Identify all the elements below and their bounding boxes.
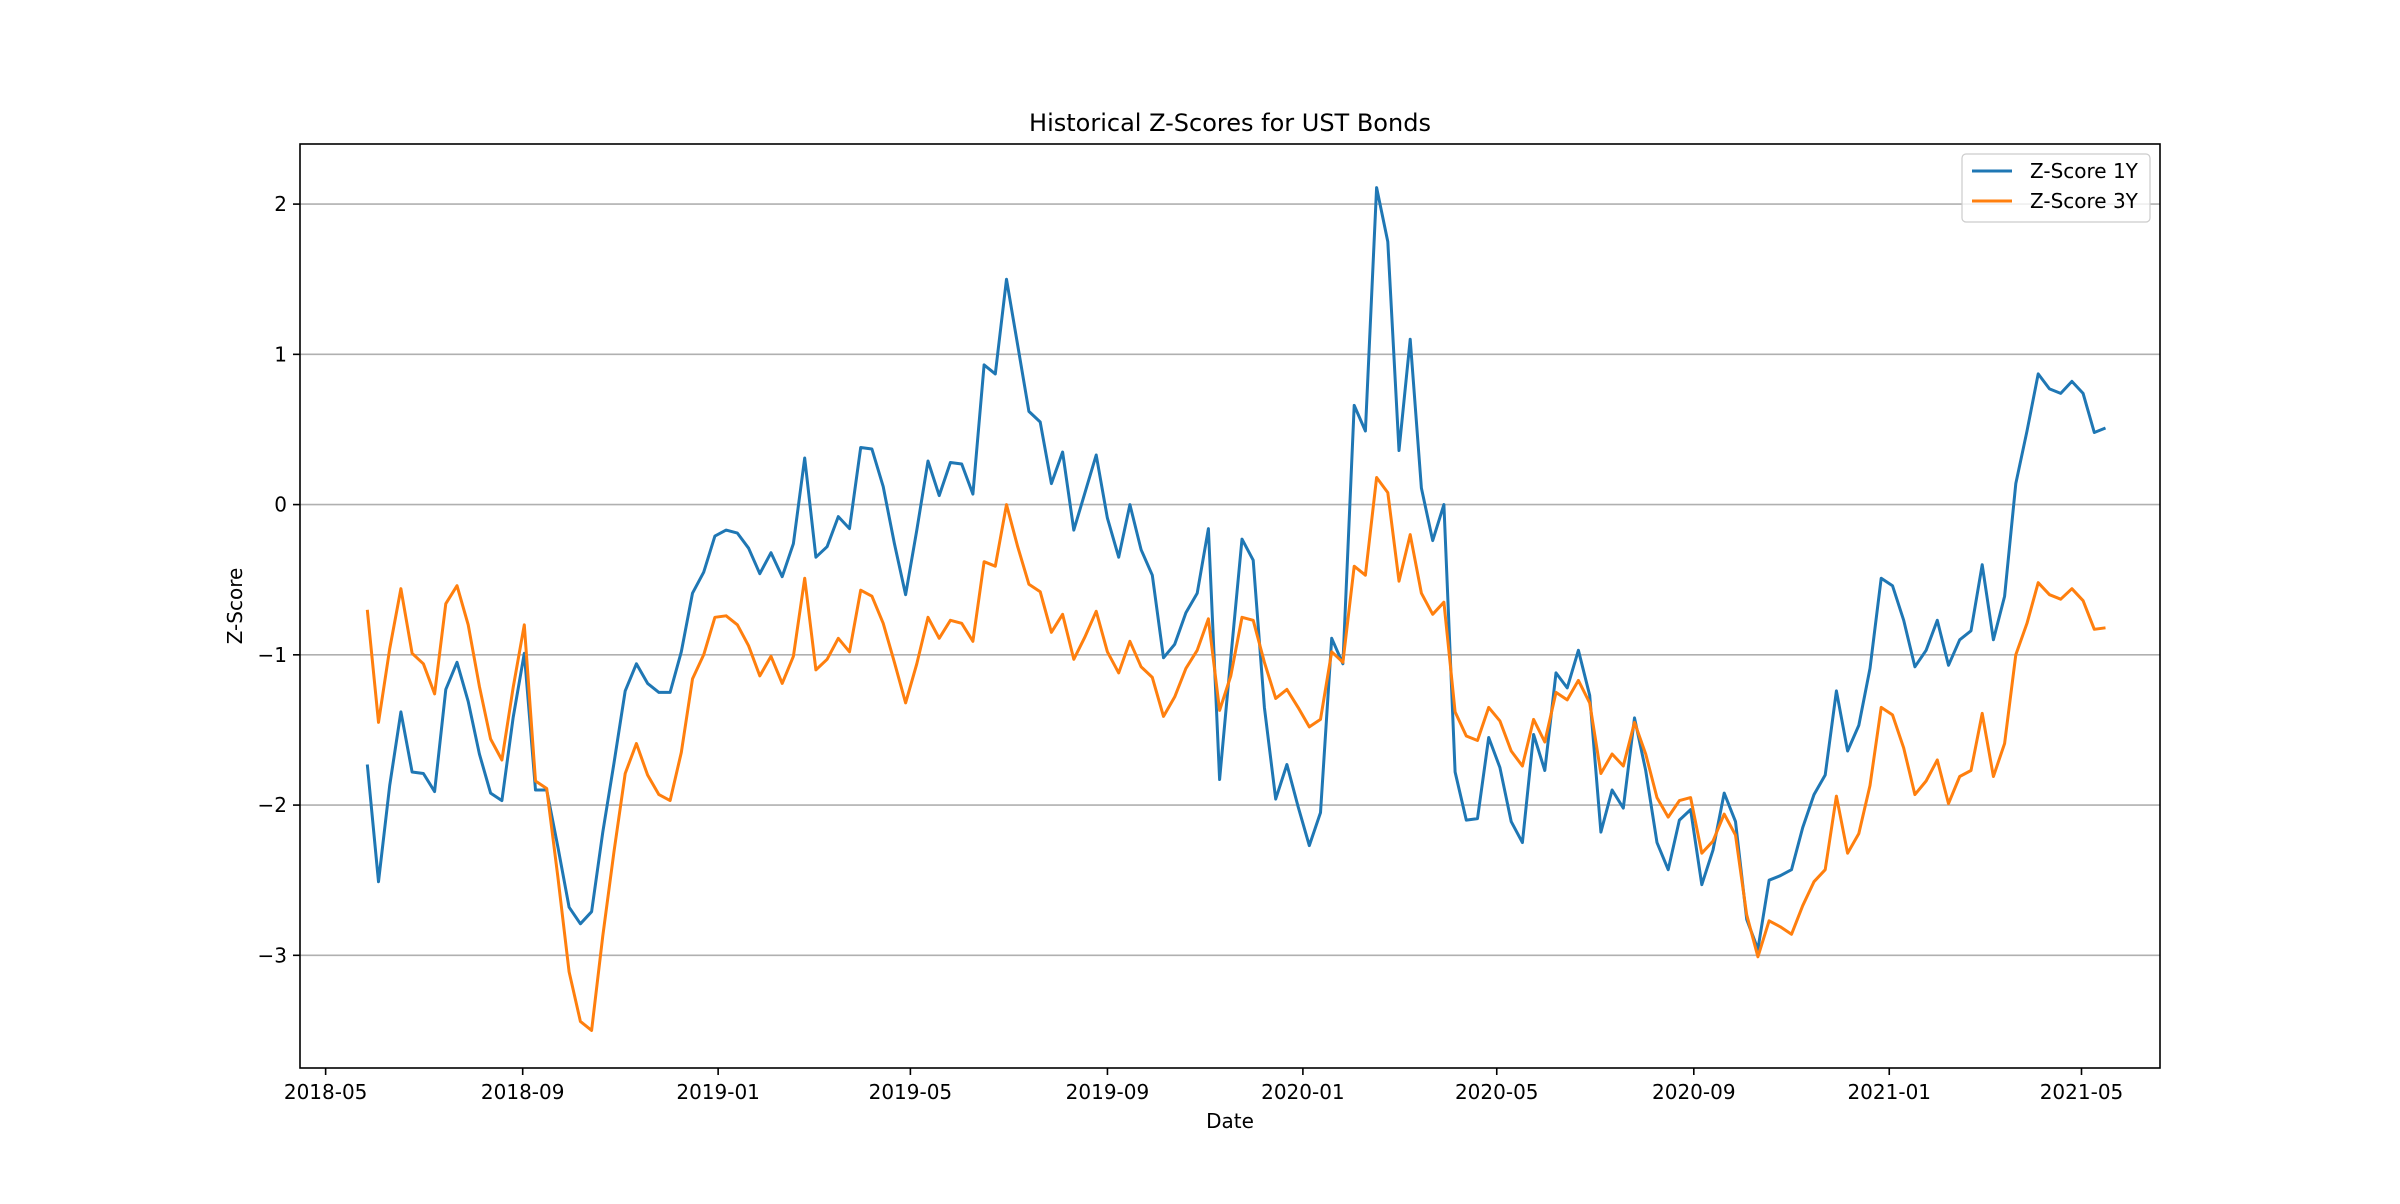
x-axis-label: Date — [1206, 1109, 1254, 1133]
plot-frame — [299, 143, 2161, 1069]
series-lines — [365, 186, 2107, 1032]
legend-label-z-score-3y: Z-Score 3Y — [2030, 189, 2139, 213]
x-tick-label: 2018-09 — [481, 1080, 565, 1104]
chart-title: Historical Z-Scores for UST Bonds — [1029, 109, 1431, 137]
x-axis-ticks: 2018-05 2018-09 2019-01 2019-05 2019-09 2020-… — [284, 1068, 2123, 1104]
x-tick-label: 2020-05 — [1455, 1080, 1539, 1104]
x-tick-label: 2021-05 — [2040, 1080, 2124, 1104]
x-tick-label: 2020-09 — [1652, 1080, 1736, 1104]
y-tick-label: −1 — [258, 643, 287, 667]
x-tick-label: 2021-01 — [1847, 1080, 1931, 1104]
y-axis-label: Z-Score — [223, 568, 247, 645]
y-tick-label: −3 — [258, 943, 287, 967]
x-tick-label: 2019-01 — [676, 1080, 760, 1104]
x-tick-label: 2019-05 — [869, 1080, 953, 1104]
y-tick-label: −2 — [258, 793, 287, 817]
series-line-z-score-1y — [365, 186, 2107, 951]
y-tick-label: 1 — [274, 342, 287, 366]
y-tick-label: 2 — [274, 192, 287, 216]
x-tick-label: 2018-05 — [284, 1080, 368, 1104]
y-axis-ticks: 2 1 0 −1 −2 −3 — [258, 192, 300, 967]
legend: Z-Score 1Y Z-Score 3Y — [1961, 153, 2151, 223]
series-line-z-score-3y — [365, 476, 2106, 1032]
x-tick-label: 2019-09 — [1066, 1080, 1150, 1104]
y-tick-label: 0 — [274, 493, 287, 517]
x-tick-label: 2020-01 — [1261, 1080, 1345, 1104]
legend-label-z-score-1y: Z-Score 1Y — [2030, 159, 2139, 183]
